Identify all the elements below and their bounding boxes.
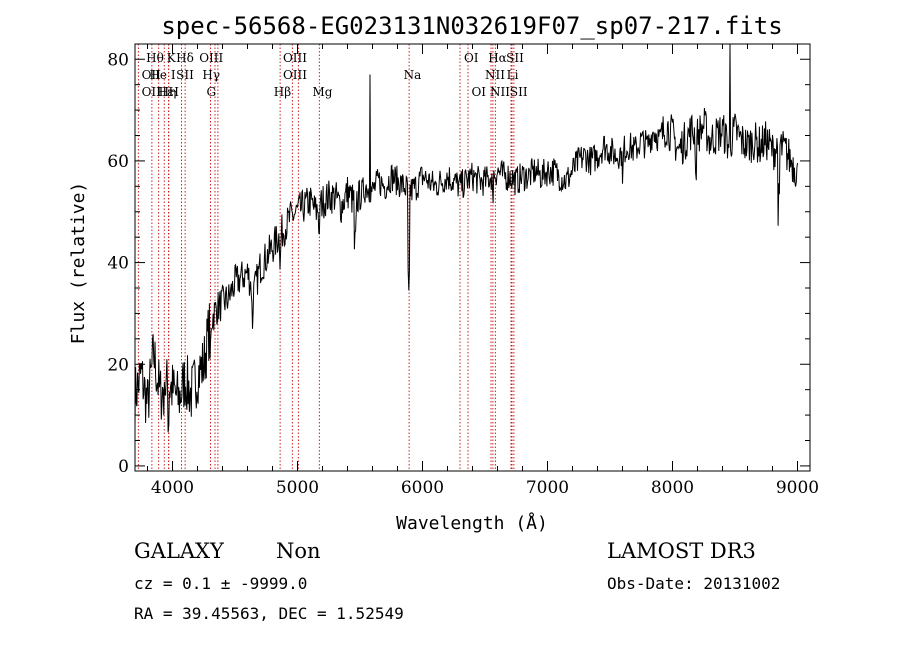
y-axis: 0 20 40 60 80 bbox=[107, 50, 810, 477]
line-marker-label: Hθ bbox=[146, 51, 164, 65]
y-tick-label: 20 bbox=[107, 355, 129, 375]
line-marker-label: Hε bbox=[157, 85, 174, 99]
line-marker-label: SII bbox=[510, 85, 528, 99]
x-axis: 4000 5000 6000 7000 8000 9000 bbox=[147, 44, 819, 498]
line-marker-label: Hη bbox=[159, 85, 177, 99]
line-marker-label: Hα bbox=[488, 51, 507, 65]
line-marker-label: Na bbox=[404, 68, 422, 82]
y-tick-label: 40 bbox=[107, 254, 129, 274]
line-markers bbox=[137, 44, 515, 471]
line-marker-label: NII bbox=[490, 85, 510, 99]
line-marker-label: SII bbox=[506, 51, 524, 65]
survey-name: LAMOST DR3 bbox=[607, 539, 756, 563]
y-tick-label: 80 bbox=[107, 50, 129, 70]
line-marker-label: K bbox=[167, 51, 177, 65]
line-marker-label: Mg bbox=[313, 85, 333, 99]
line-marker-label: OII bbox=[142, 68, 162, 82]
y-axis-label: Flux (relative) bbox=[68, 182, 89, 345]
line-marker-label: OI bbox=[471, 85, 486, 99]
line-marker-label: H bbox=[169, 85, 179, 99]
coordinates-readout: RA = 39.45563, DEC = 1.52549 bbox=[134, 604, 404, 623]
line-marker-label: He I bbox=[149, 68, 175, 82]
line-marker-label: OIII bbox=[283, 51, 307, 65]
line-marker-label: OIII bbox=[283, 68, 307, 82]
x-tick-label: 6000 bbox=[401, 478, 444, 498]
line-marker-label: Hδ bbox=[176, 51, 194, 65]
line-marker-label: OIII bbox=[199, 51, 223, 65]
line-marker-label: Hβ bbox=[274, 85, 291, 99]
y-tick-label: 0 bbox=[118, 457, 129, 477]
chart-title: spec-56568-EG023131N032619F07_sp07-217.f… bbox=[161, 12, 782, 40]
line-marker-label: Hγ bbox=[202, 68, 220, 82]
spectrum-line bbox=[134, 43, 798, 433]
x-tick-label: 7000 bbox=[526, 478, 569, 498]
plot-frame bbox=[134, 43, 811, 472]
line-marker-label: G bbox=[206, 85, 216, 99]
x-axis-label: Wavelength (Å) bbox=[396, 512, 548, 534]
object-class: GALAXY bbox=[134, 539, 224, 563]
line-marker-label: SII bbox=[176, 68, 194, 82]
line-marker-label: NII bbox=[485, 68, 505, 82]
x-tick-label: 5000 bbox=[276, 478, 319, 498]
x-tick-label: 8000 bbox=[651, 478, 694, 498]
line-marker-label: Li bbox=[507, 68, 519, 82]
y-tick-label: 60 bbox=[107, 152, 129, 172]
redshift-readout: cz = 0.1 ± -9999.0 bbox=[134, 574, 308, 593]
x-tick-label: 9000 bbox=[776, 478, 819, 498]
line-marker-label: OII bbox=[142, 85, 162, 99]
observation-date: Obs-Date: 20131002 bbox=[607, 574, 781, 593]
x-tick-label: 4000 bbox=[151, 478, 194, 498]
object-subclass: Non bbox=[276, 539, 321, 563]
line-marker-label: OI bbox=[464, 51, 479, 65]
